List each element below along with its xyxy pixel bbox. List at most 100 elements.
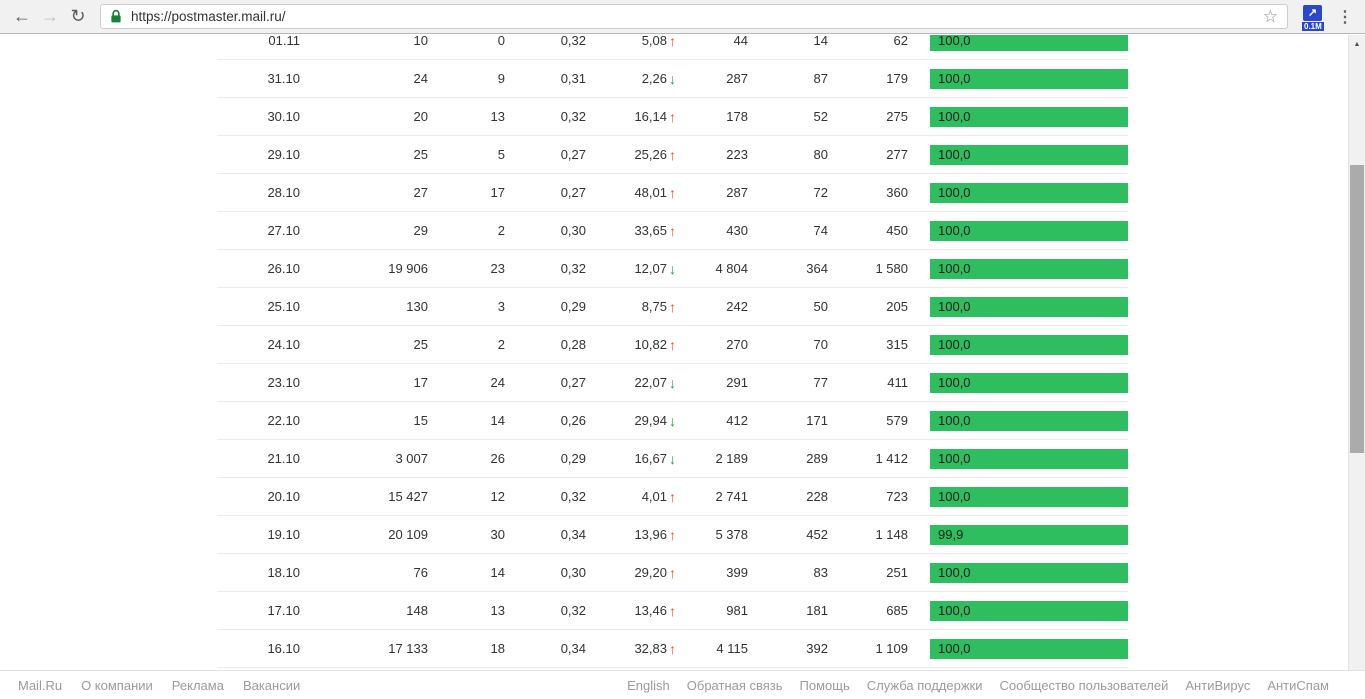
footer-links-right: English Обратная связь Помощь Служба поддер… bbox=[610, 678, 1329, 693]
value-cell: 178 bbox=[726, 109, 748, 124]
date-cell: 27.10 bbox=[267, 223, 300, 238]
value-cell: 0,32 bbox=[560, 489, 586, 504]
rate-bar-label: 100,0 bbox=[938, 108, 971, 124]
value-cell: 14 bbox=[490, 413, 505, 428]
rate-bar: 100,0 bbox=[930, 600, 1128, 621]
date-cell: 17.10 bbox=[267, 603, 300, 618]
rate-bar: 99,9 bbox=[930, 524, 1128, 545]
value-cell: 17 bbox=[413, 375, 428, 390]
rate-bar-label: 100,0 bbox=[938, 298, 971, 314]
kebab-menu-icon: ⋮ bbox=[1337, 8, 1353, 26]
trend-arrow-icon: ↑ bbox=[669, 336, 676, 353]
value-cell: 4 804 bbox=[715, 261, 748, 276]
delta-value: 29,20 bbox=[634, 565, 667, 580]
rate-bar-fill: 100,0 bbox=[930, 334, 1128, 355]
rate-bar: 100,0 bbox=[930, 106, 1128, 127]
extension-arrow-icon: ↗ bbox=[1303, 4, 1322, 21]
delta-cell: 16,67 ↓ bbox=[586, 451, 676, 466]
back-button[interactable]: ← bbox=[8, 3, 36, 31]
date-cell: 28.10 bbox=[267, 185, 300, 200]
rate-bar: 100,0 bbox=[930, 35, 1128, 51]
delta-value: 5,08 bbox=[641, 35, 667, 48]
value-cell: 291 bbox=[726, 375, 748, 390]
trend-arrow-icon: ↑ bbox=[669, 564, 676, 581]
date-cell: 21.10 bbox=[267, 451, 300, 466]
footer-link[interactable]: Вакансии bbox=[242, 677, 301, 693]
footer-link[interactable]: English bbox=[627, 677, 670, 693]
value-cell: 148 bbox=[406, 603, 428, 618]
date-cell: 01.11 bbox=[268, 35, 300, 48]
value-cell: 430 bbox=[726, 223, 748, 238]
chrome-menu-button[interactable]: ⋮ bbox=[1333, 7, 1357, 27]
value-cell: 87 bbox=[813, 71, 828, 86]
https-lock-icon[interactable] bbox=[110, 9, 122, 24]
footer-link[interactable]: О компании bbox=[81, 677, 153, 693]
address-bar[interactable]: https://postmaster.mail.ru/ ☆ bbox=[100, 4, 1288, 29]
value-cell: 62 bbox=[893, 35, 908, 48]
value-cell: 315 bbox=[886, 337, 908, 352]
delta-value: 13,46 bbox=[634, 603, 667, 618]
value-cell: 10 bbox=[413, 35, 428, 48]
footer-link[interactable]: Сообщество пользователей bbox=[999, 677, 1169, 693]
rate-bar-label: 100,0 bbox=[938, 70, 971, 86]
value-cell: 392 bbox=[806, 641, 828, 656]
rate-bar: 100,0 bbox=[930, 372, 1128, 393]
vertical-scrollbar[interactable]: ▲ ▼ bbox=[1348, 35, 1365, 699]
trend-arrow-icon: ↑ bbox=[669, 146, 676, 163]
delta-value: 29,94 bbox=[634, 413, 667, 428]
rate-bar-fill: 100,0 bbox=[930, 600, 1128, 621]
value-cell: 9 bbox=[497, 71, 505, 86]
footer-link[interactable]: Служба поддержки bbox=[866, 677, 983, 693]
value-cell: 74 bbox=[813, 223, 828, 238]
value-cell: 181 bbox=[806, 603, 828, 618]
delta-cell: 12,07 ↓ bbox=[586, 261, 676, 276]
url-text[interactable]: https://postmaster.mail.ru/ bbox=[131, 9, 286, 24]
footer-link[interactable]: АнтиВирус bbox=[1185, 677, 1251, 693]
footer-link[interactable]: Реклама bbox=[171, 677, 224, 693]
trend-arrow-icon: ↓ bbox=[669, 450, 676, 467]
value-cell: 0,34 bbox=[560, 641, 586, 656]
footer-link[interactable]: Помощь bbox=[799, 677, 850, 693]
delta-cell: 10,82 ↑ bbox=[586, 337, 676, 352]
value-cell: 412 bbox=[726, 413, 748, 428]
delta-cell: 29,94 ↓ bbox=[586, 413, 676, 428]
rate-bar-label: 100,0 bbox=[938, 640, 971, 656]
value-cell: 72 bbox=[813, 185, 828, 200]
delta-cell: 4,01 ↑ bbox=[586, 489, 676, 504]
value-cell: 450 bbox=[886, 223, 908, 238]
delta-value: 12,07 bbox=[634, 261, 667, 276]
value-cell: 19 906 bbox=[388, 261, 428, 276]
footer-link[interactable]: Обратная связь bbox=[686, 677, 783, 693]
value-cell: 26 bbox=[490, 451, 505, 466]
reload-button[interactable]: ↻ bbox=[64, 3, 92, 31]
value-cell: 24 bbox=[490, 375, 505, 390]
value-cell: 44 bbox=[733, 35, 748, 48]
rate-bar-fill: 100,0 bbox=[930, 486, 1128, 507]
rate-bar: 100,0 bbox=[930, 334, 1128, 355]
value-cell: 179 bbox=[886, 71, 908, 86]
forward-button[interactable]: → bbox=[36, 3, 64, 31]
table-row: 30.10 20 13 0,32 16,14 ↑ 178 52 275 100,… bbox=[217, 98, 1128, 136]
delta-cell: 32,83 ↑ bbox=[586, 641, 676, 656]
date-cell: 22.10 bbox=[267, 413, 300, 428]
scrollbar-thumb[interactable] bbox=[1350, 165, 1364, 453]
rate-bar-fill: 100,0 bbox=[930, 35, 1128, 51]
delta-cell: 22,07 ↓ bbox=[586, 375, 676, 390]
table-row: 31.10 24 9 0,31 2,26 ↓ 287 87 179 100,0 bbox=[217, 60, 1128, 98]
value-cell: 17 133 bbox=[388, 641, 428, 656]
footer-link[interactable]: АнтиСпам bbox=[1267, 677, 1329, 693]
date-cell: 31.10 bbox=[267, 71, 300, 86]
footer-links-left: Mail.Ru О компании Реклама Вакансии bbox=[18, 678, 319, 693]
bookmark-star-icon[interactable]: ☆ bbox=[1262, 6, 1278, 26]
rate-bar-label: 100,0 bbox=[938, 35, 971, 48]
trend-arrow-icon: ↑ bbox=[669, 222, 676, 239]
date-cell: 23.10 bbox=[267, 375, 300, 390]
footer-link[interactable]: Mail.Ru bbox=[18, 677, 63, 693]
rate-bar: 100,0 bbox=[930, 486, 1128, 507]
value-cell: 0,32 bbox=[560, 261, 586, 276]
extension-button[interactable]: ↗ 0.1M bbox=[1302, 3, 1324, 31]
value-cell: 2 741 bbox=[715, 489, 748, 504]
rate-bar-label: 100,0 bbox=[938, 602, 971, 618]
scroll-up-button[interactable]: ▲ bbox=[1349, 36, 1365, 52]
value-cell: 0,30 bbox=[560, 565, 586, 580]
